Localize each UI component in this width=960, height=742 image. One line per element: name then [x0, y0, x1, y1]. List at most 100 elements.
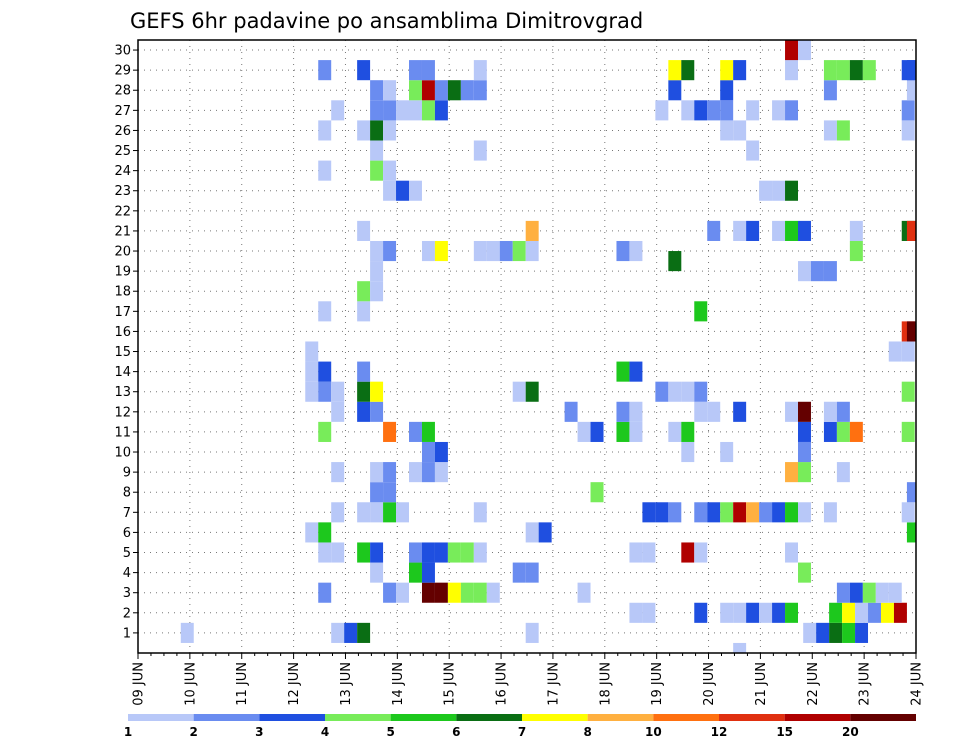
heatmap-cell — [370, 120, 384, 141]
heatmap-cell — [681, 100, 695, 121]
y-tick-label: 21 — [114, 224, 131, 239]
colorbar-swatch — [587, 714, 654, 721]
heatmap-cell — [816, 622, 830, 643]
y-tick-label: 15 — [114, 345, 131, 360]
heatmap-cell — [901, 341, 915, 362]
heatmap-cell — [694, 401, 708, 422]
heatmap-cell — [473, 502, 487, 523]
heatmap-cell — [785, 542, 799, 563]
y-tick-label: 3 — [123, 586, 131, 601]
colorbar-swatch — [390, 714, 457, 721]
y-tick-label: 5 — [123, 546, 131, 561]
heatmap-cell — [668, 502, 682, 523]
heatmap-cell — [798, 261, 811, 282]
heatmap-cell — [434, 240, 448, 262]
heatmap-cell — [357, 401, 371, 422]
heatmap-cell — [823, 401, 837, 422]
colorbar-swatch — [259, 714, 325, 721]
heatmap-cell — [668, 381, 682, 402]
heatmap-cell — [629, 602, 643, 623]
colorbar-legend: 1 2 3 4 5 6 7 8 10 12 15 20 — [124, 714, 916, 739]
heatmap-cell — [370, 462, 384, 483]
heatmap-cell — [901, 381, 915, 402]
heatmap-cell — [798, 502, 811, 523]
heatmap-cell — [629, 361, 643, 382]
heatmap-cell — [720, 120, 734, 141]
heatmap-cell — [629, 421, 643, 442]
heatmap-cell — [772, 502, 786, 523]
heatmap-cell — [357, 381, 371, 402]
heatmap-cell — [409, 180, 422, 201]
heatmap-cell — [694, 301, 708, 322]
heatmap-cell — [798, 462, 811, 483]
heatmap-cell — [357, 301, 371, 322]
y-tick-label: 17 — [114, 305, 131, 320]
heatmap-cell — [370, 542, 384, 563]
grid-lines — [138, 40, 916, 653]
heatmap-cell — [772, 602, 786, 623]
heatmap-cell — [893, 602, 907, 623]
heatmap-cell — [305, 341, 319, 362]
heatmap-cell — [823, 80, 837, 101]
heatmap-cell — [720, 100, 734, 121]
y-tick-label: 10 — [114, 446, 131, 461]
heatmap-cell — [409, 462, 422, 483]
heatmap-cell — [525, 562, 539, 583]
heatmap-cell — [383, 582, 397, 603]
heatmap-cell — [421, 240, 435, 262]
heatmap-cell — [460, 80, 474, 101]
y-tick-label: 2 — [123, 606, 131, 621]
heatmap-cell — [655, 100, 669, 121]
y-tick-label: 12 — [114, 405, 131, 420]
y-tick-label: 16 — [114, 325, 131, 340]
y-tick-label: 20 — [114, 245, 131, 260]
heatmap-cell — [746, 602, 760, 623]
heatmap-cell — [564, 401, 578, 422]
heatmap-cell — [357, 281, 371, 302]
x-tick-label: 22 JUN — [806, 662, 821, 706]
heatmap-cell — [642, 542, 656, 563]
heatmap-cell — [357, 361, 371, 382]
heatmap-cell — [694, 381, 708, 402]
heatmap-cell — [538, 522, 552, 543]
heatmap-cell — [746, 100, 760, 121]
heatmap-cell — [525, 240, 539, 262]
heatmap-cell — [486, 582, 500, 603]
heatmap-cell — [525, 622, 539, 643]
heatmap-cell — [370, 562, 384, 583]
heatmap-cell — [331, 462, 345, 483]
heatmap-cell — [772, 180, 786, 201]
heatmap-cell — [849, 421, 863, 442]
heatmap-cell — [810, 261, 824, 282]
colorbar-swatch — [325, 714, 391, 721]
y-tick-label: 29 — [114, 64, 131, 79]
heatmap-cell — [331, 542, 345, 563]
y-tick-label: 4 — [123, 566, 131, 581]
x-tick-label: 24 JUN — [910, 662, 925, 706]
heatmap-cell — [318, 60, 332, 81]
heatmap-cell — [396, 100, 410, 121]
heatmap-cell — [862, 582, 876, 603]
heatmap-cell — [512, 381, 526, 402]
heatmap-cell — [434, 441, 448, 463]
heatmap-cell — [694, 602, 708, 623]
x-tick-label: 23 JUN — [858, 662, 873, 706]
colorbar-label: 2 — [189, 725, 197, 739]
heatmap-cell — [720, 602, 734, 623]
x-tick-label: 09 JUN — [132, 662, 147, 706]
heatmap-cell — [668, 60, 682, 81]
heatmap-cell — [525, 522, 539, 543]
heatmap-cell — [370, 261, 384, 282]
y-tick-label: 28 — [114, 84, 131, 99]
heatmap-cell — [707, 100, 721, 121]
colorbar-label: 7 — [518, 725, 526, 739]
heatmap-cell — [590, 421, 604, 442]
heatmap-cell — [383, 482, 397, 503]
heatmap-cell — [370, 482, 384, 503]
heatmap-cell — [798, 401, 811, 422]
heatmap-cell — [318, 522, 332, 543]
y-tick-label: 27 — [114, 104, 131, 119]
heatmap-cell — [836, 120, 850, 141]
x-tick-label: 15 JUN — [443, 662, 458, 706]
y-tick-label: 23 — [114, 184, 131, 199]
